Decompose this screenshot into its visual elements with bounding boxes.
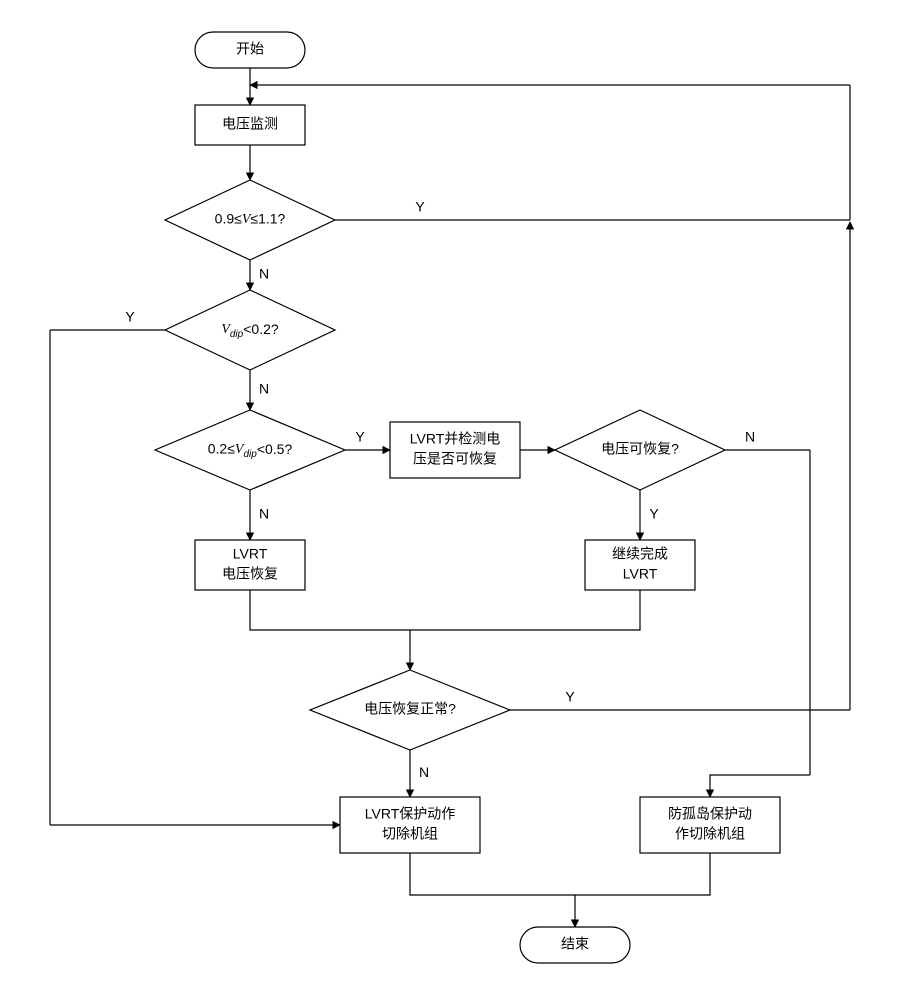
svg-text:防孤岛保护动: 防孤岛保护动 [668, 806, 752, 822]
svg-text:结束: 结束 [561, 936, 589, 952]
svg-text:Y: Y [415, 199, 425, 215]
svg-text:N: N [259, 266, 269, 282]
svg-text:LVRT保护动作: LVRT保护动作 [365, 806, 456, 822]
svg-text:开始: 开始 [236, 41, 264, 57]
svg-text:N: N [745, 429, 755, 445]
svg-text:电压可恢复?: 电压可恢复? [601, 441, 679, 457]
svg-text:Y: Y [649, 506, 659, 522]
svg-text:N: N [259, 506, 269, 522]
svg-text:作切除机组: 作切除机组 [675, 826, 745, 842]
svg-text:N: N [259, 381, 269, 397]
svg-text:电压监测: 电压监测 [222, 116, 278, 132]
svg-text:电压恢复: 电压恢复 [222, 566, 278, 582]
svg-text:Y: Y [565, 689, 575, 705]
svg-text:电压恢复正常?: 电压恢复正常? [364, 701, 456, 717]
svg-text:LVRT: LVRT [233, 546, 268, 562]
svg-text:LVRT并检测电: LVRT并检测电 [410, 431, 501, 447]
svg-text:N: N [419, 764, 429, 780]
svg-text:切除机组: 切除机组 [382, 826, 438, 842]
svg-text:压是否可恢复: 压是否可恢复 [413, 451, 497, 467]
svg-text:继续完成: 继续完成 [612, 546, 668, 562]
svg-text:LVRT: LVRT [623, 566, 658, 582]
svg-text:0.9≤V≤1.1?: 0.9≤V≤1.1? [215, 211, 286, 228]
svg-text:Y: Y [125, 309, 135, 325]
svg-text:Y: Y [355, 429, 365, 445]
